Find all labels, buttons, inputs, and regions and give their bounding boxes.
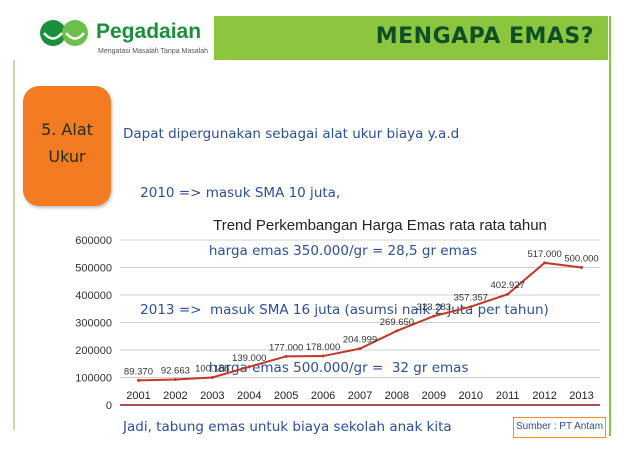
data-point	[321, 354, 325, 358]
data-label: 204.999	[343, 335, 377, 346]
x-tick-label: 2004	[237, 390, 261, 402]
x-tick-label: 2008	[385, 390, 409, 402]
data-point	[173, 378, 177, 382]
y-tick-label: 500000	[75, 263, 112, 275]
data-point	[210, 375, 214, 379]
data-point	[247, 365, 251, 369]
x-tick-label: 2007	[348, 390, 372, 402]
gold-price-chart: Trend Perkembangan Harga Emas rata rata …	[60, 214, 608, 418]
content-line: Jadi, tabung emas untuk biaya sekolah an…	[123, 418, 452, 435]
y-tick-label: 0	[106, 400, 112, 412]
x-tick-label: 2009	[422, 390, 446, 402]
y-tick-label: 400000	[75, 290, 112, 302]
data-label: 100.168	[195, 363, 229, 374]
data-point	[358, 347, 362, 351]
content-line: harga emas 500.000/gr = 32 gr emas	[123, 360, 469, 376]
badge-label: 5. Alat Ukur	[23, 116, 111, 170]
data-label: 323.283	[417, 302, 451, 313]
data-point	[432, 314, 436, 318]
source-label: Sumber : PT Antam	[515, 421, 604, 432]
y-tick-label: 200000	[75, 345, 112, 357]
data-label: 177.000	[269, 342, 303, 353]
chart-title: Trend Perkembangan Harga Emas rata rata …	[213, 217, 547, 234]
data-point	[136, 378, 140, 382]
y-tick-label: 100000	[75, 373, 112, 385]
data-label: 517.000	[527, 249, 561, 260]
logo-name: Pegadaian	[96, 20, 202, 43]
pegadaian-logo: Pegadaian Mengatasi Masalah Tanpa Masala…	[38, 14, 208, 60]
y-tick-label: 600000	[75, 235, 112, 247]
content-line: 2013 => masuk SMA 16 juta (asumsi naik 2…	[123, 301, 549, 318]
source-box: Sumber : PT Antam	[513, 417, 606, 438]
section-badge: 5. Alat Ukur	[23, 86, 111, 206]
x-tick-label: 2013	[569, 390, 593, 402]
data-label: 89.370	[124, 366, 153, 377]
data-label: 500.000	[564, 254, 598, 265]
content-line: 2010 => masuk SMA 10 juta,	[123, 184, 341, 201]
content-line: harga emas 350.000/gr = 28,5 gr emas	[123, 243, 478, 259]
right-decor-line	[609, 16, 611, 436]
data-point	[469, 305, 473, 309]
data-label: 269.650	[380, 317, 414, 328]
data-point	[284, 354, 288, 358]
data-label: 92.663	[161, 366, 190, 377]
data-point	[580, 266, 584, 269]
data-label: 357.357	[454, 293, 488, 304]
x-tick-label: 2002	[163, 390, 187, 402]
x-tick-label: 2011	[496, 390, 520, 402]
page-title: MENGAPA EMAS?	[375, 24, 594, 49]
x-tick-label: 2005	[274, 390, 298, 402]
x-tick-label: 2012	[532, 390, 556, 402]
x-tick-label: 2006	[311, 390, 335, 402]
chart-svg: Trend Perkembangan Harga Emas rata rata …	[75, 217, 600, 412]
y-tick-label: 300000	[75, 318, 112, 330]
content-line: Dapat dipergunakan sebagai alat ukur bia…	[123, 126, 460, 142]
x-tick-label: 2003	[200, 390, 224, 402]
data-label: 402.927	[491, 280, 525, 291]
x-tick-label: 2010	[459, 390, 483, 402]
logo-tagline: Mengatasi Masalah Tanpa Masalah	[98, 48, 208, 55]
badge-line-1: 5. Alat	[41, 120, 93, 139]
data-point	[395, 329, 399, 333]
badge-line-2: Ukur	[48, 147, 86, 166]
content-text: Dapat dipergunakan sebagai alat ukur bia…	[123, 86, 549, 457]
data-point	[506, 292, 510, 296]
data-point	[543, 261, 547, 265]
pegadaian-scale-icon	[40, 20, 88, 46]
data-label: 139.000	[232, 353, 266, 364]
data-label: 178.000	[306, 342, 340, 353]
x-tick-label: 2001	[126, 390, 150, 402]
left-decor-line	[13, 60, 15, 430]
title-bar: MENGAPA EMAS?	[214, 16, 608, 60]
